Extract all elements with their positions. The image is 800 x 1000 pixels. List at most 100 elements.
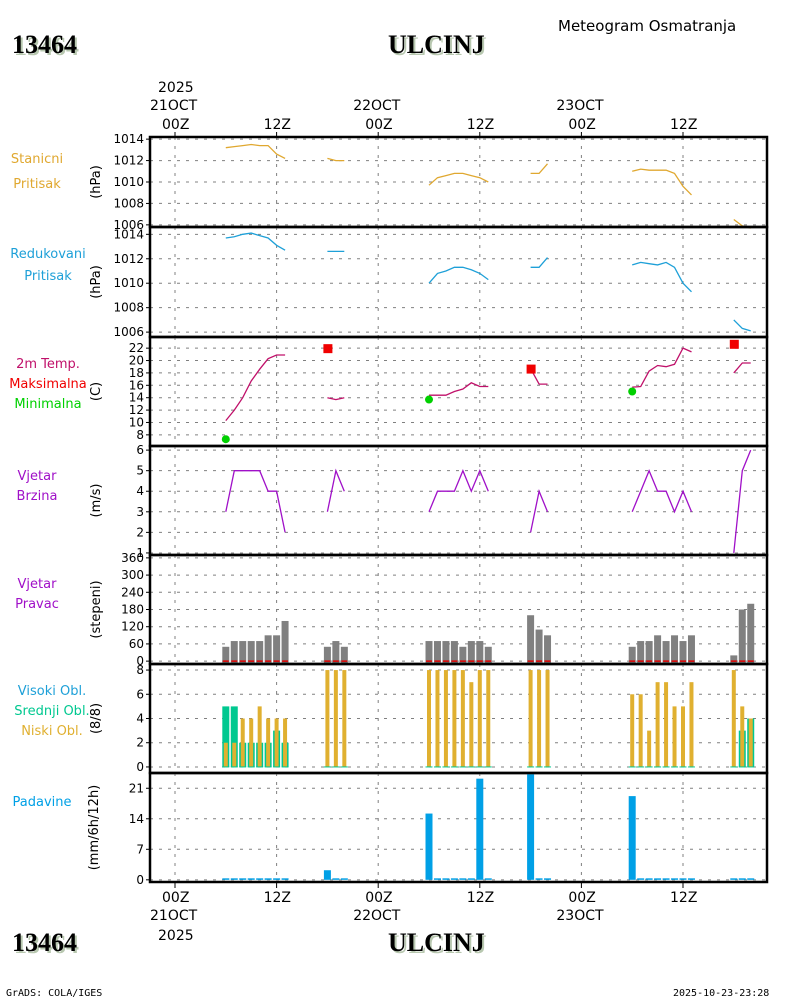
y-tick-label: 180 (121, 603, 144, 617)
footer-credit: GrADS: COLA/IGES (6, 988, 102, 999)
bottom-year-label: 2025 (158, 928, 194, 944)
panel-border (148, 771, 769, 884)
wind-direction-bar (628, 646, 636, 664)
temperature-line (225, 354, 286, 422)
reduced_pressure-line (225, 232, 286, 251)
low-cloud-bar (427, 670, 431, 767)
temperature-line (530, 368, 548, 385)
y-tick-label: 21 (129, 781, 144, 795)
wind-direction-bar (527, 615, 535, 664)
reduced_pressure-line (632, 261, 692, 293)
precip-bar (256, 878, 264, 880)
y-tick-label: 10 (129, 415, 144, 429)
y-tick-label: 6 (136, 443, 144, 457)
y-tick-label: 1012 (113, 252, 144, 266)
station-id: 13464 (12, 30, 77, 59)
precip-bar (645, 878, 653, 880)
tmax-marker (526, 364, 536, 374)
precip-bar (535, 878, 543, 880)
low-cloud-bar (477, 670, 482, 767)
low-cloud-bar (748, 718, 753, 767)
y-tick-label: 12 (129, 403, 144, 417)
precip-bar (747, 878, 755, 880)
wind-direction-bar (256, 641, 264, 664)
reduced_pressure-line (733, 319, 751, 332)
y-tick-label: 60 (129, 637, 144, 651)
y-tick-label: 1010 (113, 175, 144, 189)
low-cloud-bar (647, 730, 652, 767)
precip-bar (687, 878, 695, 880)
bottom-hour-tick-label: 00Z (568, 890, 595, 906)
precip-bar (484, 878, 492, 880)
temperature-line (327, 397, 345, 401)
wind-direction-bar (323, 646, 331, 664)
y-tick-label: 1 (136, 546, 144, 560)
low-cloud-bar (672, 706, 677, 767)
bottom-date-tick-label: 23OCT (556, 908, 604, 924)
panels: 10061008101010121014(hPa)StanicniPritisa… (9, 132, 769, 887)
panel-label: 2m Temp. (16, 357, 80, 372)
y-tick-label: 0 (136, 654, 144, 668)
panel-label: Brzina (17, 489, 58, 504)
top-hour-tick-label: 12Z (670, 117, 697, 133)
wind-direction-bar (476, 641, 484, 664)
low-cloud-bar (452, 670, 457, 767)
station_pressure-line (225, 143, 286, 159)
wind-direction-bar (459, 646, 467, 664)
footer-station-name-shadow: ULCINJ (390, 930, 487, 959)
low-cloud-bar (257, 706, 262, 767)
y-tick-label: 5 (136, 464, 144, 478)
y-tick-label: 1008 (113, 196, 144, 210)
low-cloud-bar (731, 670, 736, 767)
precip-bar (222, 878, 230, 880)
precip-bar (544, 878, 552, 880)
top-hour-tick-label: 00Z (162, 117, 189, 133)
panel-border (148, 335, 769, 448)
wind_speed-line (225, 470, 286, 533)
wind-direction-bar (738, 609, 746, 664)
wind_speed-line (631, 468, 693, 514)
panel-cloud_cover: 0 2 4 6 8 (8/8)Visoki Obl. Srednji Obl. Niski O… (14, 662, 769, 775)
station_pressure-line (327, 157, 345, 162)
tmax-marker (729, 339, 739, 349)
top-date-tick-label: 23OCT (556, 98, 604, 114)
low-cloud-bar (232, 742, 237, 767)
low-cloud-bar (469, 682, 474, 767)
precip-bar (247, 878, 255, 880)
temperature-line (429, 382, 489, 396)
panel-label: Vjetar (18, 469, 58, 484)
y-axis-label: (hPa) (89, 165, 104, 199)
low-cloud-bar (342, 670, 347, 767)
y-tick-label: 4 (136, 712, 144, 726)
low-cloud-bar (681, 706, 685, 767)
low-cloud-bar (283, 718, 288, 767)
panel-wind_direction: 0 60 120 180 240 300 360 (stepeni) Vjetar Pravac (15, 551, 769, 668)
wind-direction-bar (637, 641, 645, 664)
temperature-line (733, 362, 751, 374)
panel-label: Niski Obl. (21, 724, 83, 739)
precip-bar (425, 813, 433, 880)
wind-direction-bar (230, 641, 238, 664)
y-tick-label: 6 (136, 687, 144, 701)
y-axis-label: (hPa) (89, 265, 104, 299)
tmin-marker (425, 395, 433, 404)
wind-direction-bar (467, 641, 475, 664)
wind-direction-bar (247, 641, 255, 664)
panel-label: Visoki Obl. (18, 684, 86, 699)
chart-subtitle: Meteogram Osmatranja (558, 17, 736, 35)
mid-cloud-bar (230, 706, 238, 767)
low-cloud-bar (689, 682, 694, 767)
precip-bar (239, 878, 247, 880)
wind-direction-bar (484, 646, 492, 664)
wind-direction-bar (535, 629, 543, 664)
bottom-hour-tick-label: 12Z (467, 890, 494, 906)
low-cloud-bar (486, 670, 491, 767)
wind-direction-bar (747, 603, 755, 664)
tmin-marker (221, 435, 230, 444)
wind-direction-bar (662, 641, 670, 664)
precip-bar (730, 878, 738, 880)
y-tick-label: 8 (136, 428, 144, 442)
bottom-time-axis: 00Z 21OCT 12Z 00Z 22OCT 12Z 00Z 23OCT 12Z (150, 882, 697, 924)
station_pressure-line (632, 168, 692, 196)
